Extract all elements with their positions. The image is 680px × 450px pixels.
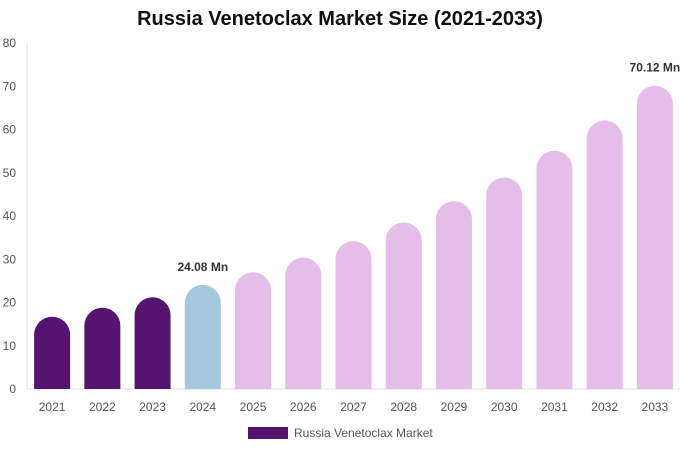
- y-tick-label: 0: [9, 382, 16, 396]
- bar-2031: [536, 150, 573, 389]
- bar-2032: [586, 120, 623, 390]
- x-tick-label: 2024: [189, 400, 216, 414]
- x-tick-label: 2031: [541, 400, 568, 414]
- bar-2029: [435, 201, 472, 389]
- legend-swatch: [248, 427, 288, 439]
- y-tick-label: 10: [3, 339, 17, 353]
- bar-2023: [134, 297, 171, 389]
- x-tick-label: 2032: [591, 400, 618, 414]
- legend-label: Russia Venetoclax Market: [294, 426, 433, 440]
- y-tick-label: 40: [3, 209, 17, 223]
- y-tick-label: 20: [3, 296, 17, 310]
- x-tick-label: 2025: [240, 400, 267, 414]
- bar-2022: [84, 307, 121, 389]
- legend[interactable]: Russia Venetoclax Market: [248, 424, 433, 442]
- x-tick-label: 2023: [139, 400, 166, 414]
- bar-2033: [636, 85, 673, 389]
- data-label-2024: 24.08 Mn: [177, 260, 228, 274]
- x-tick-label: 2030: [491, 400, 518, 414]
- bar-2025: [235, 272, 272, 389]
- x-tick-label: 2033: [642, 400, 669, 414]
- bar-2021: [34, 316, 71, 389]
- chart-title: Russia Venetoclax Market Size (2021-2033…: [137, 8, 543, 30]
- data-label-2033: 70.12 Mn: [630, 61, 680, 75]
- x-tick-label: 2028: [390, 400, 417, 414]
- x-tick-label: 2029: [441, 400, 468, 414]
- x-tick-label: 2022: [89, 400, 116, 414]
- y-tick-label: 50: [3, 166, 17, 180]
- y-tick-label: 80: [3, 36, 17, 50]
- bar-2024: [184, 284, 221, 389]
- y-tick-label: 70: [3, 79, 17, 93]
- x-tick-label: 2027: [340, 400, 367, 414]
- bar-2030: [486, 177, 523, 389]
- x-tick-label: 2026: [290, 400, 317, 414]
- x-tick-label: 2021: [39, 400, 66, 414]
- bar-2027: [335, 241, 372, 389]
- y-tick-label: 30: [3, 252, 17, 266]
- y-tick-label: 60: [3, 123, 17, 137]
- bar-2026: [285, 257, 322, 389]
- bar-2028: [385, 222, 422, 389]
